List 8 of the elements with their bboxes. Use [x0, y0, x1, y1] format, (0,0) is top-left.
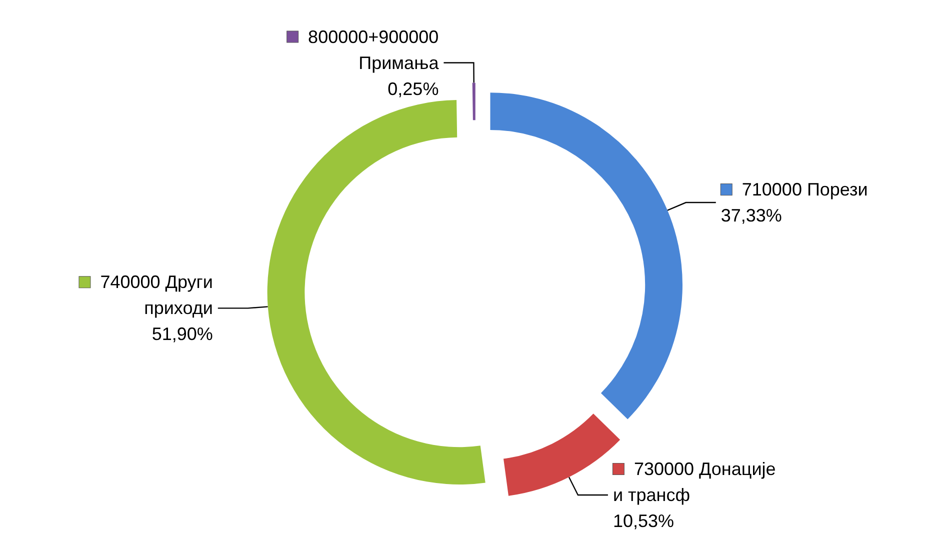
data-label: 51,90%: [152, 324, 213, 344]
legend-label: 730000 Донације и трансф: [612, 458, 776, 505]
legend-label: 710000 Порези: [732, 180, 868, 200]
legend-label: 740000 Други приходи: [90, 272, 213, 318]
data-label: 10,53%: [612, 510, 674, 531]
data-label: 0,25%: [388, 78, 439, 99]
data-label: 37,33%: [720, 206, 782, 226]
legend-label: 800000+900000 Примања: [298, 26, 440, 73]
